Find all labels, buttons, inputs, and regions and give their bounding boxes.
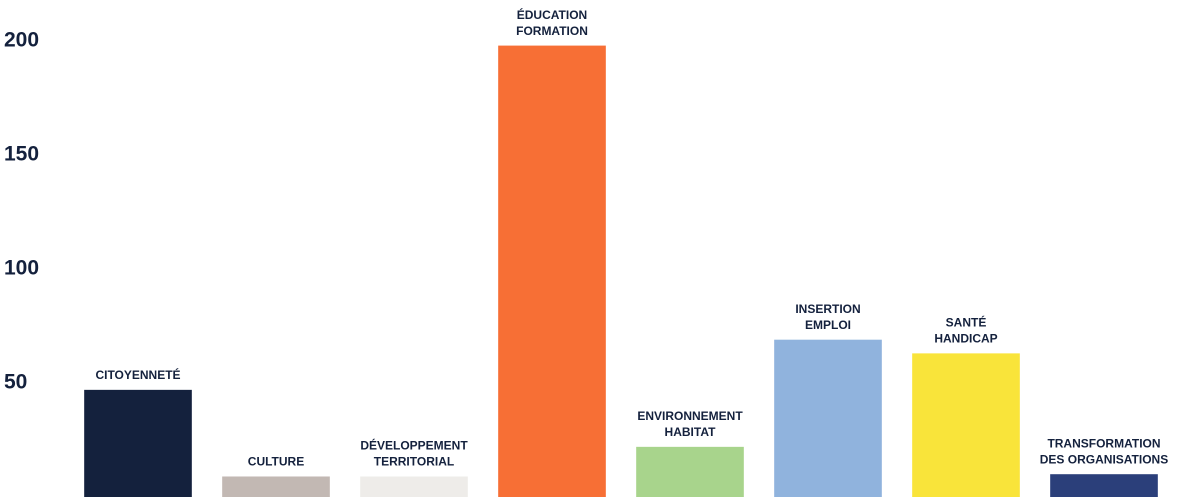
bar: [774, 339, 882, 497]
category-label: ENVIRONNEMENT: [637, 409, 743, 423]
category-label: DÉVELOPPEMENT: [360, 438, 468, 453]
bar: [360, 476, 468, 497]
category-label: HABITAT: [665, 425, 717, 439]
bar: [636, 446, 744, 497]
category-label: HANDICAP: [934, 332, 997, 346]
category-label: TRANSFORMATION: [1047, 436, 1160, 450]
category-label: INSERTION: [795, 302, 860, 316]
category-label: TERRITORIAL: [374, 455, 454, 469]
category-label: ÉDUCATION: [517, 7, 587, 22]
category-label: CITOYENNETÉ: [95, 367, 180, 382]
bar: [912, 353, 1020, 497]
y-tick-label: 150: [4, 143, 39, 166]
bar: [222, 476, 330, 497]
category-label: SANTÉ: [946, 315, 987, 330]
y-tick-label: 100: [4, 257, 39, 280]
y-tick-label: 200: [4, 29, 39, 52]
bar: [84, 389, 192, 497]
bar: [1050, 474, 1158, 497]
bar: [498, 45, 606, 498]
category-label: FORMATION: [516, 24, 588, 38]
category-label: EMPLOI: [805, 318, 851, 332]
category-label: CULTURE: [248, 455, 304, 469]
category-label: DES ORGANISATIONS: [1040, 452, 1168, 466]
y-tick-label: 50: [4, 371, 27, 394]
